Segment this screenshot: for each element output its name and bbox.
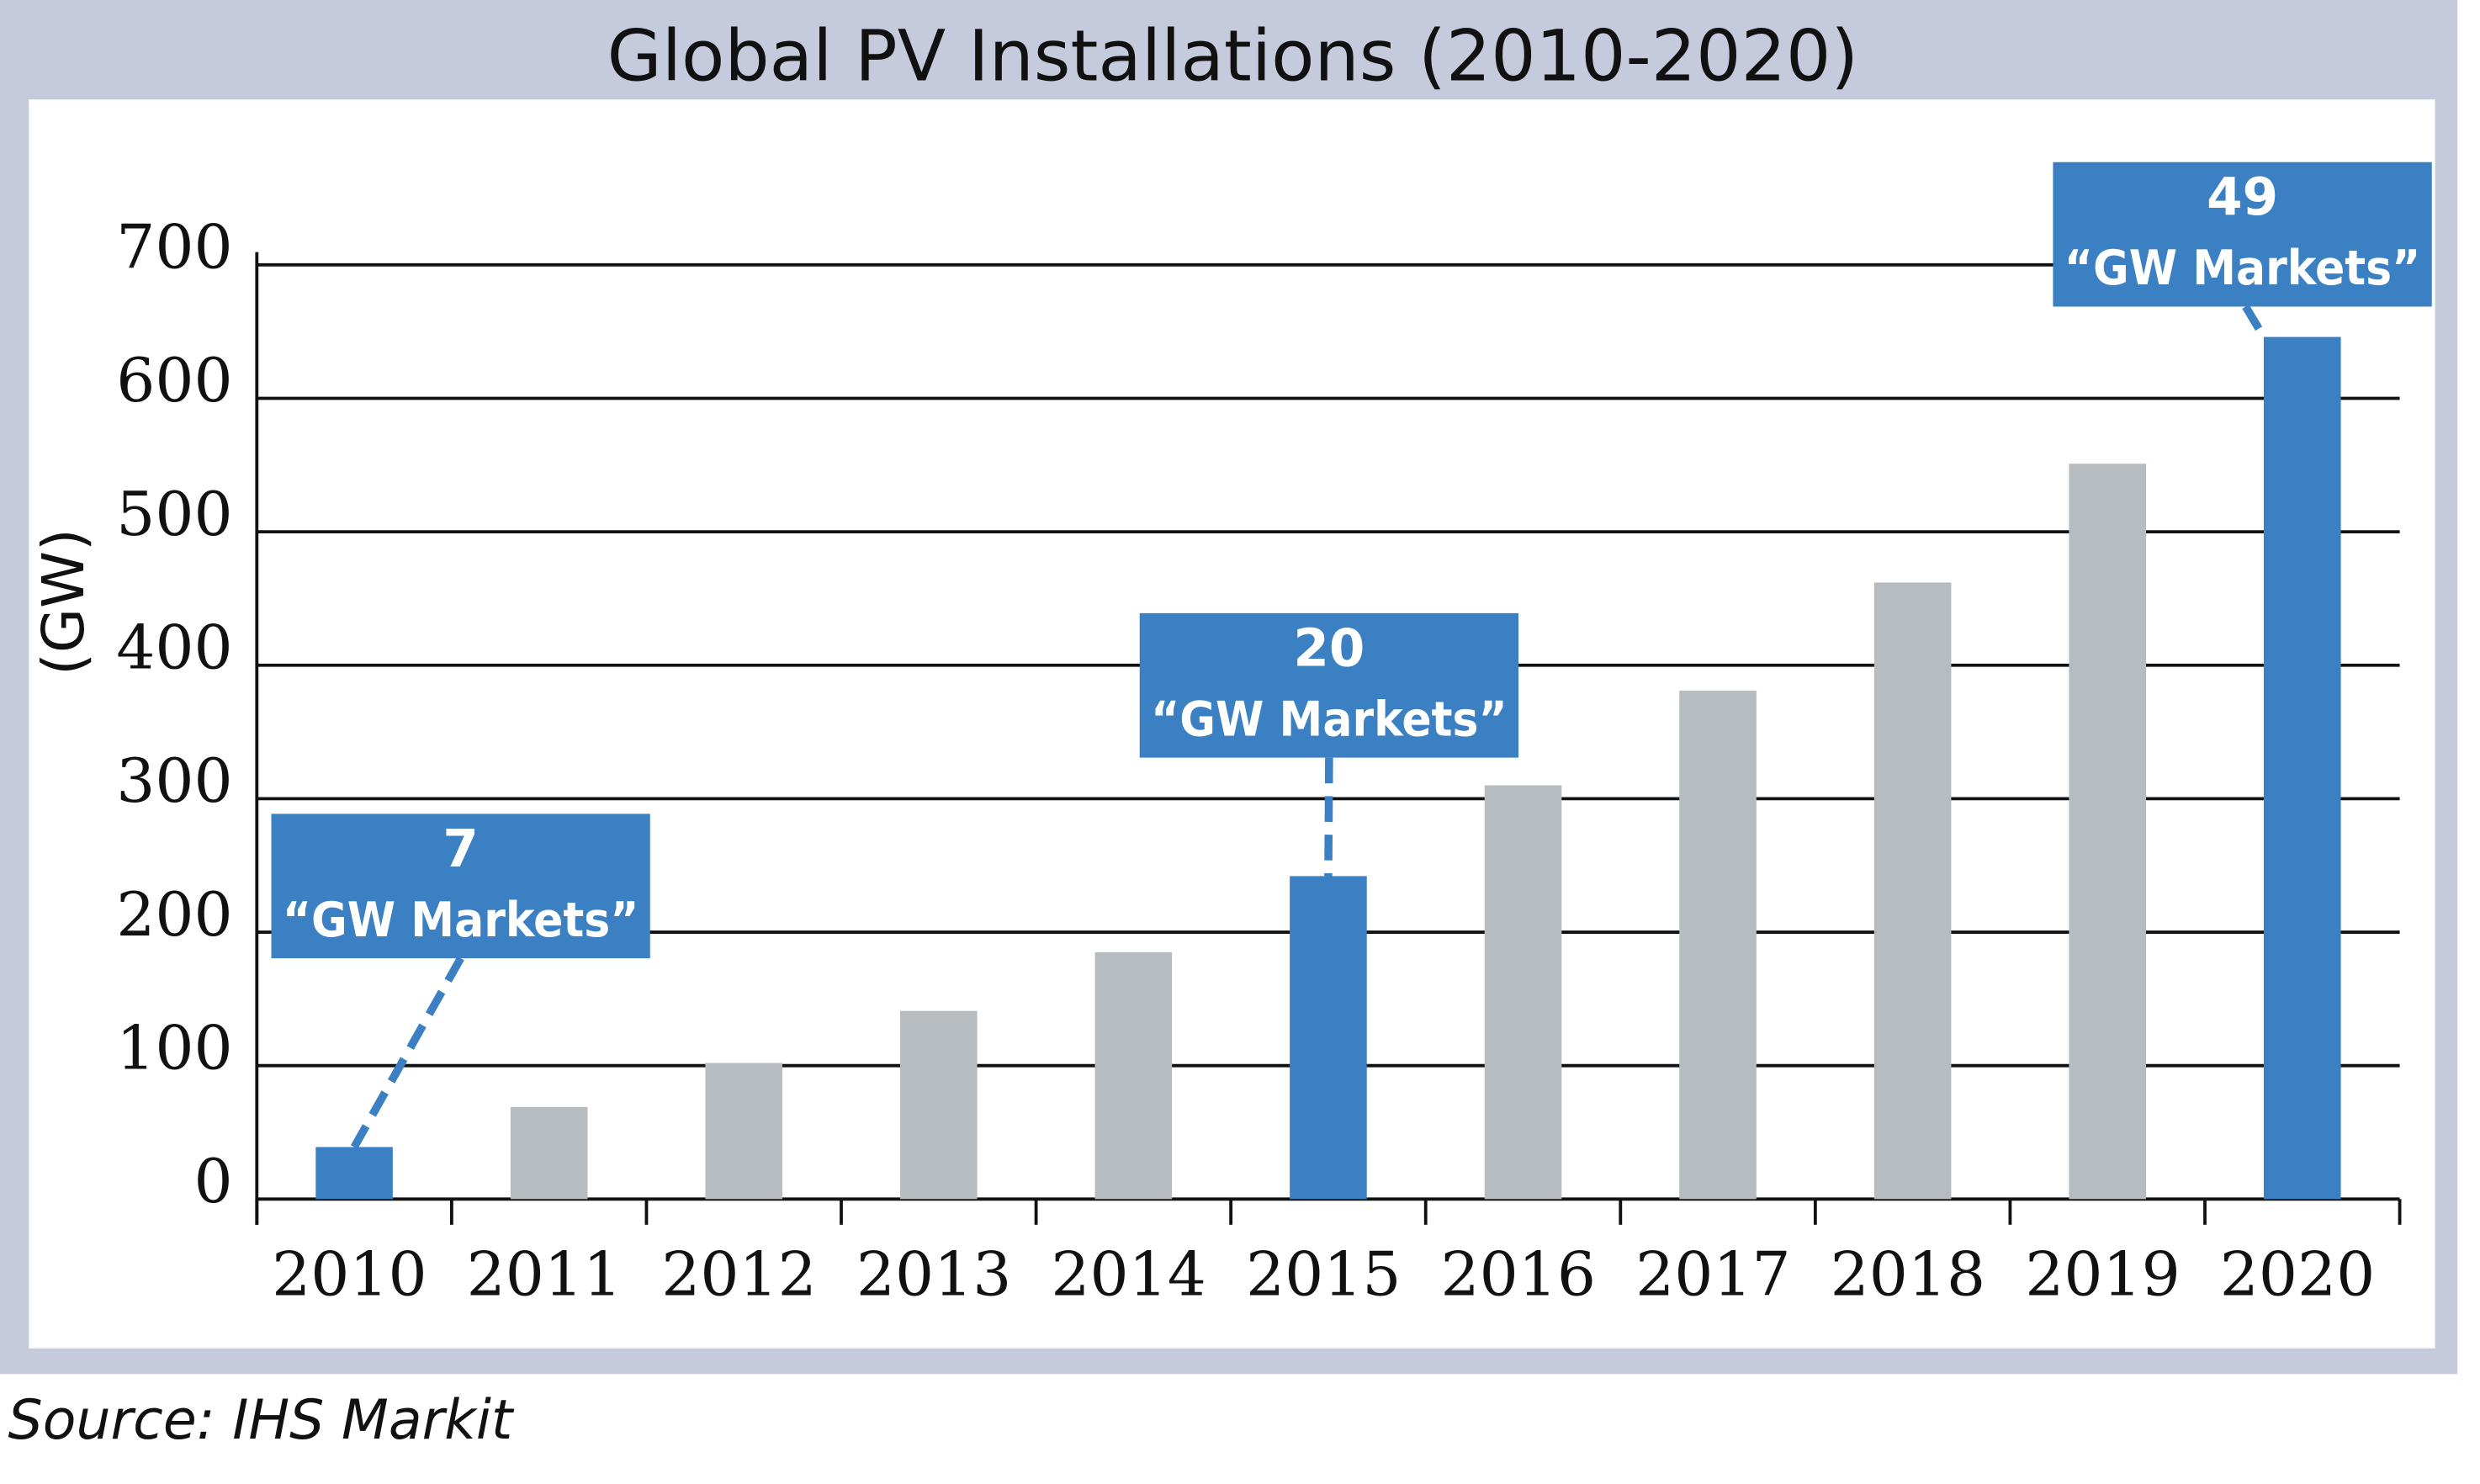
x-tick-label: 2015 [1246,1240,1402,1311]
annotation-number: 7 [442,819,478,879]
x-tick-label: 2016 [1441,1240,1597,1311]
x-tick-label: 2011 [467,1240,623,1311]
y-tick-label: 600 [116,346,232,416]
annotation-text: “GW Markets” [283,893,639,948]
annotation-number: 20 [1293,618,1365,678]
annotation-connector [1324,757,1333,877]
x-tick-label: 2019 [2025,1240,2181,1311]
x-tick-label: 2017 [1635,1240,1791,1311]
annotation-box [1139,612,1519,758]
y-tick-label: 0 [194,1147,233,1217]
annotation-number: 49 [2207,167,2278,227]
bar [1290,876,1367,1200]
bar [1873,582,1952,1200]
x-tick-label: 2012 [661,1240,817,1311]
y-axis-label: (GW) [30,528,98,676]
y-tick-label: 500 [116,480,232,550]
x-tick-label: 2010 [272,1240,427,1311]
annotation-text: “GW Markets” [1151,692,1508,747]
bar [705,1063,783,1200]
annotation-connector [2242,304,2268,339]
y-tick-label: 200 [116,880,232,951]
annotation-text: “GW Markets” [2064,241,2421,296]
x-tick-label: 2013 [856,1240,1012,1311]
bar [900,1010,978,1200]
annotation-box [2053,162,2432,307]
y-tick-label: 100 [116,1013,232,1084]
bar [2069,464,2147,1200]
bar [1094,951,1173,1200]
y-tick-label: 700 [116,213,232,284]
chart-title: Global PV Installations (2010-2020) [607,14,1858,97]
bar [2263,337,2341,1200]
x-tick-label: 2014 [1051,1240,1206,1311]
bar [1679,690,1757,1200]
source: Source: IHS Markit [8,1389,515,1452]
bar [1484,785,1562,1200]
annotation-box [271,814,650,959]
y-tick-label: 300 [116,746,232,817]
x-tick-label: 2020 [2220,1240,2376,1311]
x-tick-label: 2018 [1831,1240,1986,1311]
y-tick-label: 400 [116,612,232,683]
bar [510,1106,588,1200]
bar [315,1147,393,1200]
